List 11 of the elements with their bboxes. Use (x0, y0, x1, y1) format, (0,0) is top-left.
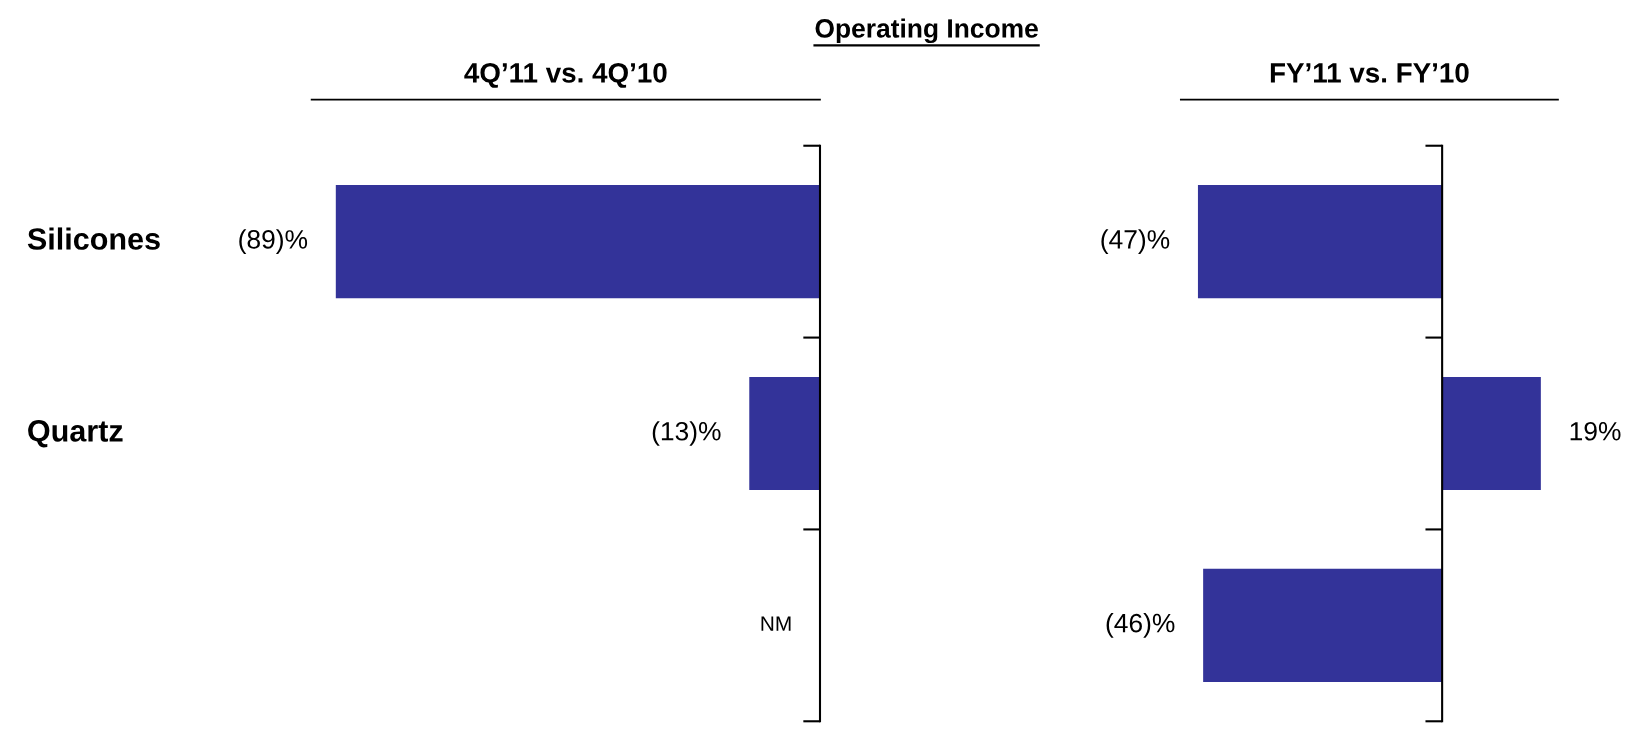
data-label: (47)% (1101, 229, 1170, 254)
text: NM (761, 616, 791, 631)
y-tick-label: Silicones (27, 227, 160, 250)
data-label: (13)% (652, 421, 721, 446)
data-label: (46)% (1106, 613, 1175, 638)
chart-subtitle: FY’11 vs. FY’10 (1270, 63, 1469, 83)
y-tick-label: Quartz (28, 420, 123, 448)
data-label: (89)% (239, 229, 308, 254)
data-label: 19% (1570, 421, 1621, 441)
chart-subtitle: 4Q’11 vs. 4Q’10 (464, 63, 667, 88)
text: Operating Income (815, 18, 1038, 44)
